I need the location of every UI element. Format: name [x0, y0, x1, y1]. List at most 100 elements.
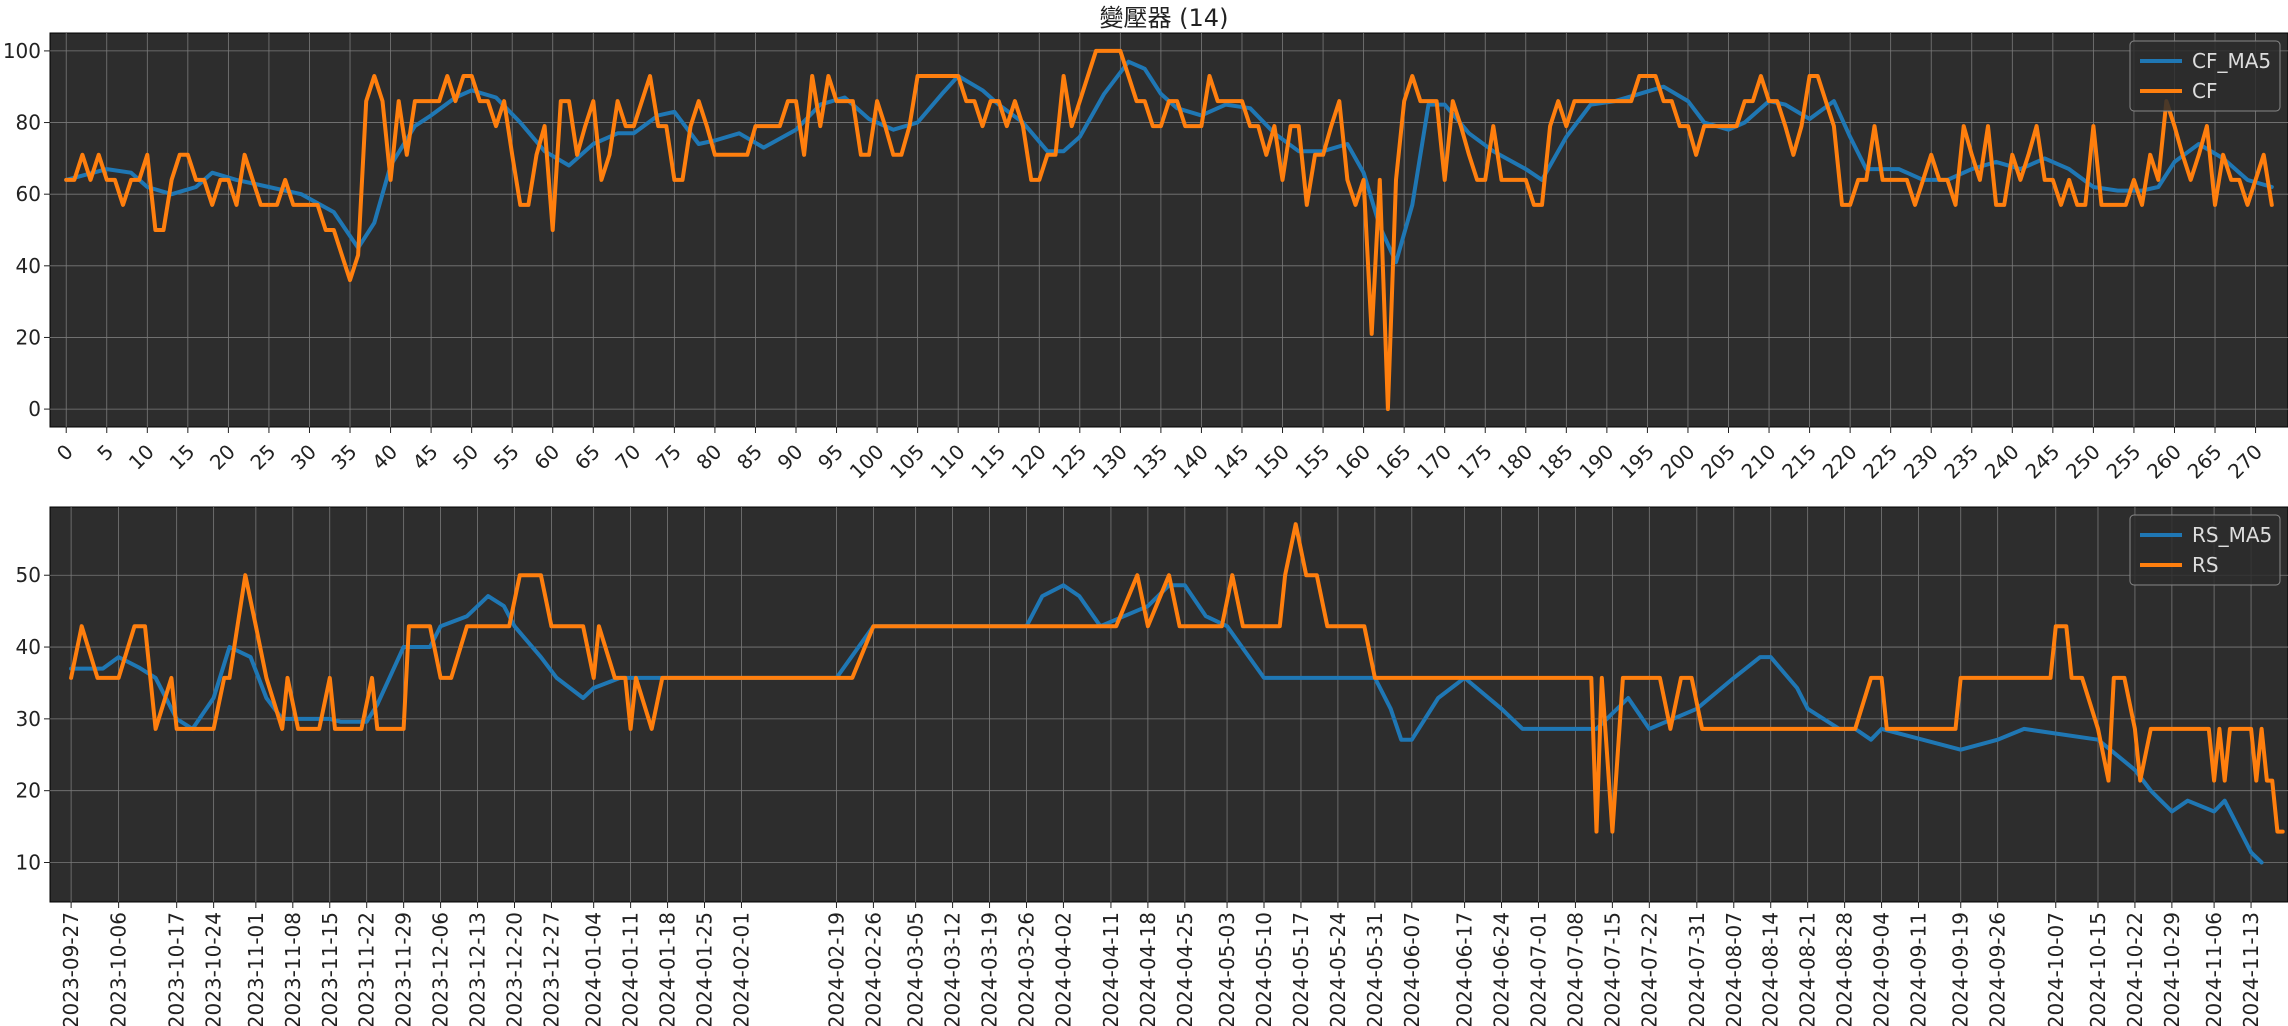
cf-ytick-label: 60	[16, 182, 41, 206]
rs-xtick-label: 2024-04-11	[1099, 912, 1123, 1026]
rs-ytick-label: 20	[16, 779, 41, 803]
rs-x-ticks: 2023-09-27 2023-10-06 2023-10-17 2023-10-24…	[59, 902, 2263, 1026]
rs-xtick-label: 2024-01-11	[619, 912, 643, 1026]
cf-xtick-label: 95	[813, 440, 848, 475]
cf-xtick-label: 200	[1656, 440, 1700, 484]
cf-y-ticks: 0 20 40 60 80 100	[3, 39, 50, 421]
rs-xtick-label: 2024-03-26	[1014, 912, 1038, 1026]
cf-xtick-label: 225	[1858, 440, 1902, 484]
cf-xtick-label: 20	[205, 440, 240, 475]
cf-xtick-label: 55	[489, 440, 524, 475]
cf-legend-label-cf: CF	[2192, 79, 2217, 103]
cf-legend: CF_MA5 CF	[2129, 40, 2281, 112]
cf-xtick-label: 30	[286, 440, 321, 475]
rs-legend-label-rs: RS	[2192, 553, 2219, 577]
rs-xtick-label: 2024-02-19	[824, 912, 848, 1026]
cf-xtick-label: 145	[1210, 440, 1254, 484]
cf-xtick-label: 25	[246, 440, 281, 475]
cf-legend-label-cf-ma5: CF_MA5	[2192, 49, 2271, 73]
cf-xtick-label: 235	[1939, 440, 1983, 484]
cf-xtick-label: 190	[1574, 440, 1618, 484]
rs-xtick-label: 2024-06-07	[1400, 912, 1424, 1026]
rs-ytick-label: 30	[16, 707, 41, 731]
rs-xtick-label: 2023-11-29	[392, 912, 416, 1026]
cf-xtick-label: 5	[92, 440, 118, 466]
rs-legend-label-rs-ma5: RS_MA5	[2192, 523, 2272, 547]
rs-xtick-label: 2024-08-21	[1796, 912, 1820, 1026]
rs-y-ticks: 10 20 30 40 50	[16, 563, 50, 875]
rs-xtick-label: 2024-03-05	[904, 912, 928, 1026]
rs-xtick-label: 2024-02-01	[729, 912, 753, 1026]
rs-xtick-label: 2024-11-13	[2239, 912, 2263, 1026]
rs-xtick-label: 2023-12-20	[502, 912, 526, 1026]
cf-xtick-label: 250	[2061, 440, 2105, 484]
cf-xtick-label: 230	[1899, 440, 1943, 484]
rs-xtick-label: 2024-06-24	[1490, 912, 1514, 1026]
rs-xtick-label: 2024-08-07	[1722, 912, 1746, 1026]
rs-legend: RS_MA5 RS	[2129, 514, 2281, 586]
rs-xtick-label: 2024-09-19	[1949, 912, 1973, 1026]
cf-xtick-label: 180	[1493, 440, 1537, 484]
cf-xtick-label: 70	[610, 440, 645, 475]
cf-xtick-label: 155	[1291, 440, 1335, 484]
cf-xtick-label: 205	[1696, 440, 1740, 484]
rs-xtick-label: 2024-10-29	[2160, 912, 2184, 1026]
cf-xtick-label: 125	[1047, 440, 1091, 484]
cf-xtick-label: 0	[52, 440, 78, 466]
cf-xtick-label: 255	[2101, 440, 2145, 484]
rs-xtick-label: 2024-02-26	[861, 912, 885, 1026]
rs-line-rs-ma5	[69, 583, 2264, 865]
rs-xtick-label: 2024-07-22	[1637, 912, 1661, 1026]
rs-xtick-label: 2024-01-25	[693, 912, 717, 1026]
rs-lines	[69, 522, 2285, 865]
cf-xtick-label: 130	[1088, 440, 1132, 484]
cf-xtick-label: 60	[529, 440, 564, 475]
rs-xtick-label: 2024-05-24	[1326, 912, 1350, 1026]
cf-xtick-label: 265	[2183, 440, 2227, 484]
cf-xtick-label: 135	[1128, 440, 1172, 484]
rs-xtick-label: 2024-10-07	[2044, 912, 2068, 1026]
cf-xtick-label: 220	[1818, 440, 1862, 484]
cf-xtick-label: 165	[1372, 440, 1416, 484]
rs-xtick-label: 2023-11-01	[244, 912, 268, 1026]
cf-xtick-label: 170	[1412, 440, 1456, 484]
cf-xtick-label: 140	[1169, 440, 1213, 484]
rs-xtick-label: 2024-05-17	[1289, 912, 1313, 1026]
cf-ytick-label: 100	[3, 39, 41, 63]
rs-xtick-label: 2023-10-17	[165, 912, 189, 1026]
cf-xtick-label: 270	[2223, 440, 2267, 484]
rs-xtick-label: 2024-08-28	[1833, 912, 1857, 1026]
rs-xtick-label: 2024-10-15	[2086, 912, 2110, 1026]
rs-xtick-label: 2023-12-13	[466, 912, 490, 1026]
cf-xtick-label: 100	[845, 440, 889, 484]
rs-xtick-label: 2023-10-06	[107, 912, 131, 1026]
rs-panel: 10 20 30 40 50 2023-09-27 2023-10-06 2023-10-1…	[16, 506, 2288, 1026]
chart-title: 變壓器 (14)	[1100, 4, 1229, 32]
cf-xtick-label: 35	[327, 440, 362, 475]
rs-xtick-label: 2024-11-06	[2202, 912, 2226, 1026]
cf-xtick-label: 185	[1534, 440, 1578, 484]
cf-xtick-label: 110	[926, 440, 970, 484]
rs-plot-area	[49, 506, 2288, 903]
rs-xtick-label: 2024-07-15	[1600, 912, 1624, 1026]
cf-xtick-label: 210	[1737, 440, 1781, 484]
cf-xtick-label: 40	[367, 440, 402, 475]
cf-xtick-label: 75	[651, 440, 686, 475]
cf-xtick-label: 50	[448, 440, 483, 475]
rs-xtick-label: 2024-03-19	[978, 912, 1002, 1026]
rs-xtick-label: 2024-06-17	[1453, 912, 1477, 1026]
cf-xtick-label: 175	[1453, 440, 1497, 484]
rs-xtick-label: 2024-03-12	[941, 912, 965, 1026]
cf-xtick-label: 85	[732, 440, 767, 475]
rs-xtick-label: 2024-01-18	[656, 912, 680, 1026]
rs-xtick-label: 2024-07-01	[1526, 912, 1550, 1026]
cf-xtick-label: 240	[1980, 440, 2024, 484]
rs-xtick-label: 2024-04-18	[1136, 912, 1160, 1026]
cf-xtick-label: 150	[1250, 440, 1294, 484]
cf-xtick-label: 80	[691, 440, 726, 475]
cf-xtick-label: 90	[773, 440, 808, 475]
cf-legend-frame	[2129, 40, 2281, 112]
rs-xtick-label: 2024-08-14	[1759, 912, 1783, 1026]
